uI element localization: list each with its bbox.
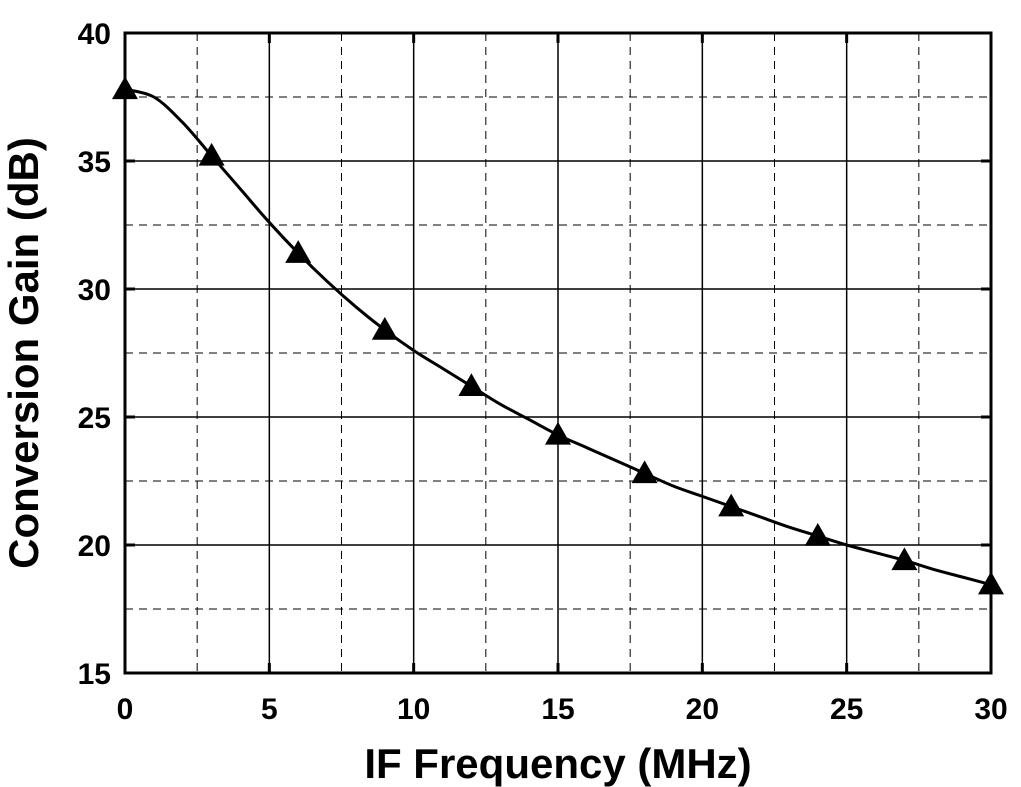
y-axis-label: Conversion Gain (dB) [0,137,47,569]
y-tick-labels: 15 20 25 30 35 40 [78,18,111,691]
data-point-marker [891,547,918,571]
y-tick-label: 15 [78,658,111,691]
data-point-marker [285,240,312,263]
data-point-marker [112,76,138,100]
x-tick-labels: 0 5 10 15 20 25 30 [117,693,1008,726]
x-tick-label: 15 [541,693,574,726]
x-tick-label: 5 [261,693,278,726]
data-point-marker [804,523,831,546]
data-point-marker [198,142,225,166]
data-point-marker [718,493,745,517]
y-tick-label: 25 [78,402,111,435]
y-tick-label: 30 [78,274,111,307]
x-tick-label: 20 [686,693,719,726]
x-tick-label: 0 [117,693,134,726]
y-tick-label: 20 [78,530,111,563]
y-tick-label: 40 [78,18,111,51]
y-tick-label: 35 [78,146,111,179]
axis-ticks [123,31,993,675]
x-tick-label: 10 [397,693,430,726]
x-tick-label: 30 [974,693,1007,726]
data-point-marker [978,571,1004,595]
data-point-marker [631,460,658,484]
data-point-marker [371,316,398,340]
x-axis-label: IF Frequency (MHz) [364,740,751,787]
data-point-marker [545,421,571,445]
x-tick-label: 25 [830,693,863,726]
series-markers [112,76,1004,595]
data-point-marker [458,373,485,397]
